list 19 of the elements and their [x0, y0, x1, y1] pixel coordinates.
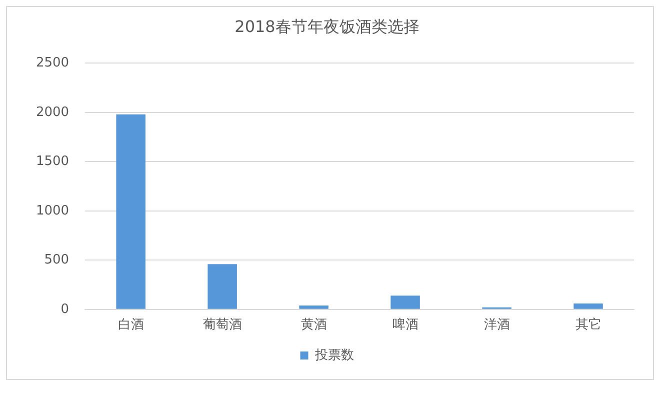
y-tick-label: 2000: [36, 104, 70, 120]
y-tick-label: 1500: [36, 154, 70, 170]
bar: [208, 264, 237, 309]
bar: [390, 296, 420, 309]
y-tick-label: 2500: [36, 56, 70, 71]
x-tick-label: 啤酒: [392, 318, 418, 333]
bar: [116, 114, 146, 309]
x-tick-label: 黄酒: [300, 318, 327, 333]
x-tick-label: 洋酒: [484, 318, 510, 333]
x-tick-label: 其它: [575, 316, 602, 333]
y-tick-label: 0: [60, 302, 70, 317]
legend-label: 投票数: [314, 348, 354, 363]
x-tick-label: 葡萄酒: [202, 318, 242, 333]
y-tick-label: 1000: [36, 203, 70, 218]
chart-title: 2018春节年夜饭酒类选择: [234, 16, 420, 36]
y-tick-label: 500: [44, 252, 70, 268]
bar: [299, 305, 328, 309]
x-tick-label: 白酒: [118, 318, 144, 333]
bar: [574, 303, 603, 309]
